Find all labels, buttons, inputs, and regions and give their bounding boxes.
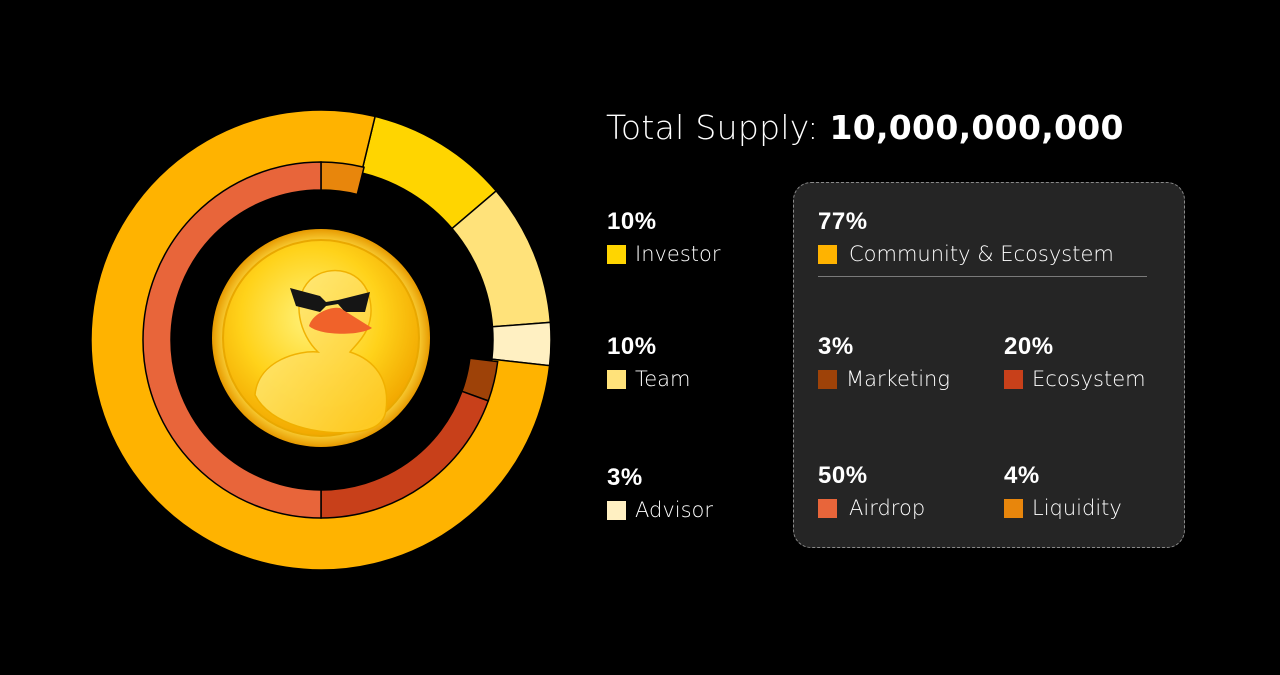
legend-item-liquidity: 4% Liquidity xyxy=(1004,462,1122,520)
community-ecosystem-panel xyxy=(793,182,1185,548)
segment-advisor xyxy=(491,321,552,367)
legend-item-investor: 10% Investor xyxy=(607,208,721,266)
panel-divider xyxy=(818,276,1147,277)
team-swatch-icon xyxy=(607,369,626,389)
legend-label: Investor xyxy=(635,242,721,266)
legend-label: Marketing xyxy=(846,367,950,391)
legend-pct: 10% xyxy=(607,208,657,235)
donut-chart xyxy=(90,109,552,571)
investor-swatch-icon xyxy=(607,244,626,264)
liquidity-swatch-icon xyxy=(1004,498,1023,518)
legend-item-advisor: 3% Advisor xyxy=(607,464,713,522)
legend-pct: 4% xyxy=(1004,462,1040,489)
legend-pct: 3% xyxy=(607,464,643,491)
community-swatch-icon xyxy=(818,244,837,264)
legend-item-marketing: 3% Marketing xyxy=(818,333,950,391)
outer-ring xyxy=(90,109,552,571)
legend-label: Liquidity xyxy=(1032,496,1122,520)
inner-ring xyxy=(142,161,499,519)
legend-pct: 10% xyxy=(607,333,657,360)
legend-pct: 50% xyxy=(818,462,868,489)
duck-coin-icon xyxy=(212,229,430,447)
total-supply-title: Total Supply: 10,000,000,000 xyxy=(606,108,1124,147)
legend-label: Ecosystem xyxy=(1032,367,1146,391)
segment-airdrop xyxy=(142,161,322,519)
legend-label: Team xyxy=(635,367,691,391)
legend-label: Airdrop xyxy=(849,496,926,520)
marketing-swatch-icon xyxy=(818,369,837,389)
total-supply-label: Total Supply: xyxy=(606,108,819,147)
legend-item-community-ecosystem: 77% Community & Ecosystem xyxy=(818,208,1114,266)
legend-item-team: 10% Team xyxy=(607,333,691,391)
legend-pct: 77% xyxy=(818,208,868,235)
segment-liquidity xyxy=(320,161,365,196)
legend-pct: 20% xyxy=(1004,333,1054,360)
legend-item-airdrop: 50% Airdrop xyxy=(818,462,925,520)
legend-item-ecosystem: 20% Ecosystem xyxy=(1004,333,1146,391)
ecosystem-swatch-icon xyxy=(1004,369,1023,389)
legend-label: Community & Ecosystem xyxy=(849,242,1114,266)
airdrop-swatch-icon xyxy=(818,498,837,518)
total-supply-value: 10,000,000,000 xyxy=(829,108,1124,147)
legend-label: Advisor xyxy=(635,498,714,522)
advisor-swatch-icon xyxy=(607,500,626,520)
legend-pct: 3% xyxy=(818,333,854,360)
